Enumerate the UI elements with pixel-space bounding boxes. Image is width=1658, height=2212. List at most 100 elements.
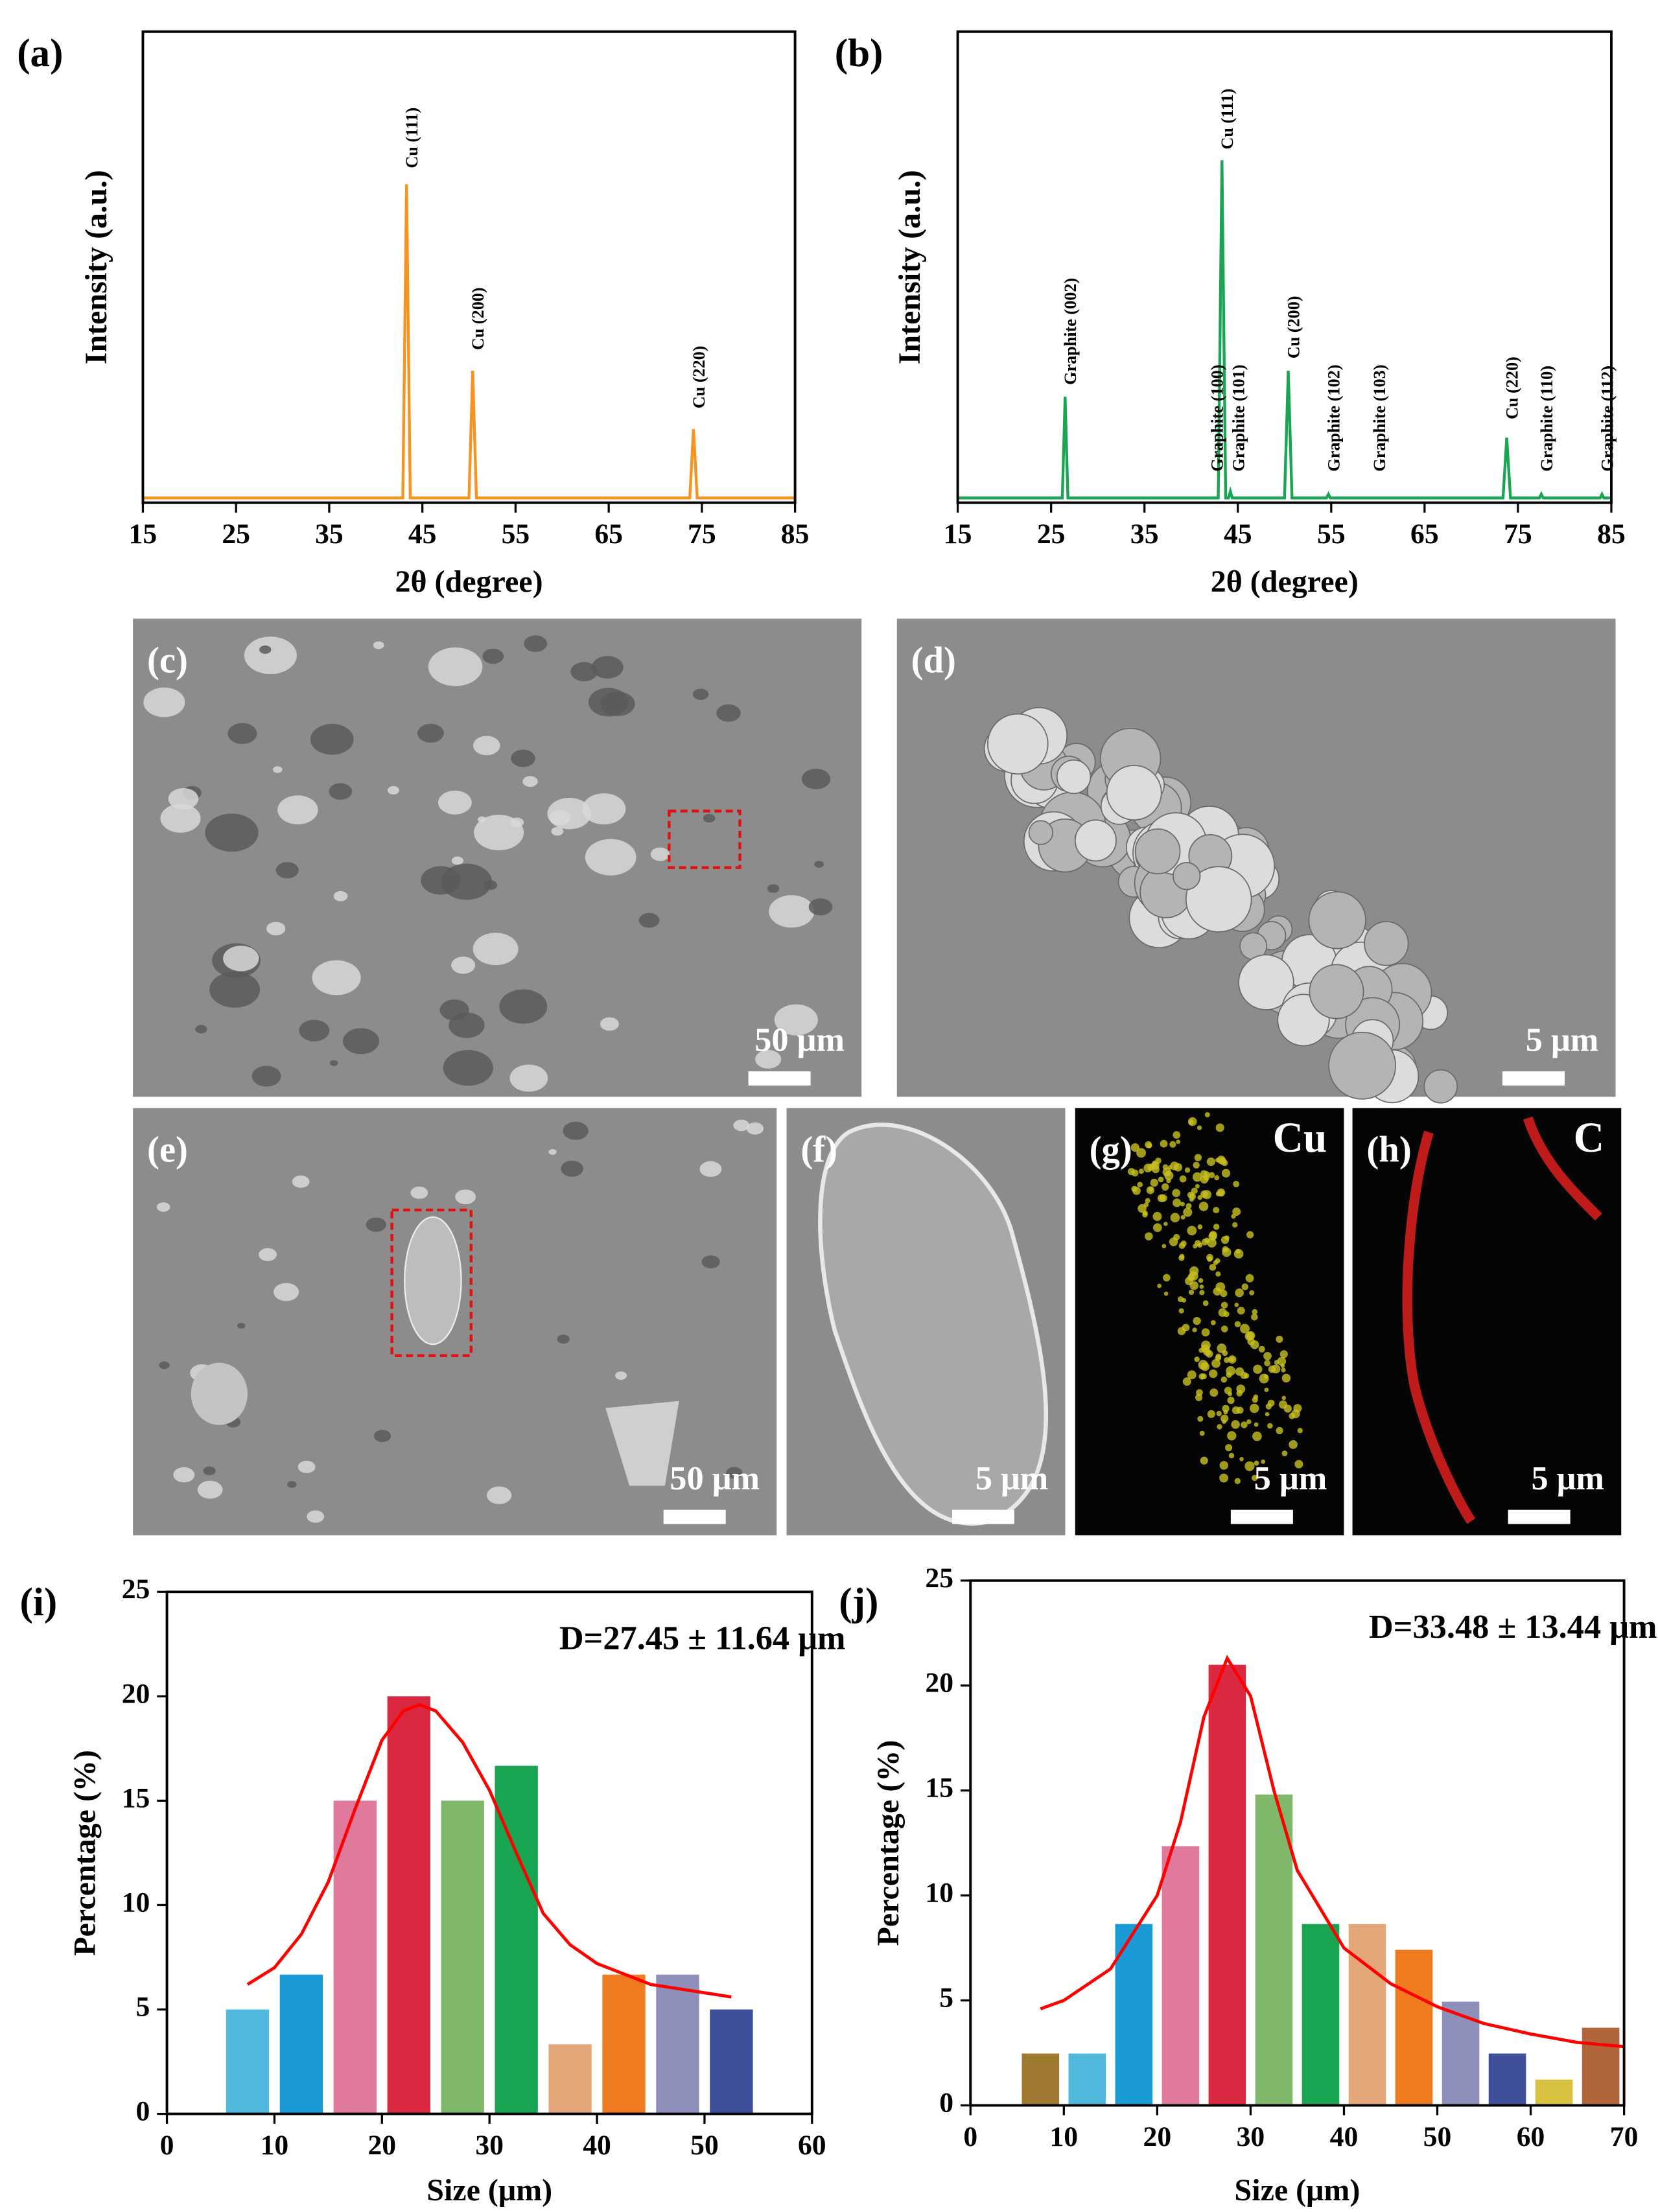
x-axis-title: Size (μm) (1235, 2173, 1360, 2207)
particle (1028, 820, 1054, 845)
histogram-bar (387, 1696, 430, 2114)
scale-label: 50 μm (754, 1021, 845, 1058)
histogram-bar (441, 1800, 484, 2114)
particle (591, 656, 624, 679)
particle (582, 793, 626, 825)
fit-curve (246, 1703, 732, 1999)
size-annotation: D=33.48 ± 13.44 μm (1369, 1608, 1657, 1646)
eds-dot (1227, 1431, 1237, 1441)
eds-dot (1194, 1154, 1202, 1161)
particle (774, 1004, 818, 1036)
particle (428, 647, 483, 686)
particle (251, 1065, 281, 1087)
particle (650, 847, 670, 861)
particle (451, 957, 476, 974)
eds-dot (1178, 1255, 1185, 1261)
particle (487, 1486, 512, 1504)
eds-dot (1289, 1440, 1298, 1449)
particle (329, 783, 353, 800)
histogram-bar (602, 1974, 646, 2114)
eds-dot (1283, 1404, 1292, 1413)
eds-dot (1213, 1224, 1220, 1230)
particle (600, 1017, 619, 1031)
scale-label: 5 μm (1526, 1021, 1599, 1058)
x-tick-label: 40 (583, 2130, 611, 2161)
eds-dot (1197, 1224, 1203, 1229)
particle (585, 839, 636, 876)
eds-dot (1241, 1283, 1249, 1290)
eds-dot (1276, 1335, 1283, 1343)
particle (692, 688, 709, 700)
image-background (133, 618, 862, 1097)
eds-dot (1210, 1320, 1216, 1325)
particle (767, 884, 780, 893)
x-tick-label: 65 (1410, 518, 1439, 550)
eds-dot (1264, 1388, 1269, 1392)
eds-dot (1197, 1415, 1204, 1422)
eds-dot (1215, 1158, 1220, 1163)
y-tick-label: 25 (925, 1563, 953, 1594)
eds-dot (1254, 1460, 1259, 1466)
panel-label: (i) (20, 1581, 58, 1624)
eds-dot (1187, 1370, 1197, 1380)
image-background (1352, 1108, 1622, 1535)
sem-image: (f) 5 μm (786, 1108, 1066, 1535)
eds-dot (1170, 1213, 1180, 1223)
eds-dot (1136, 1148, 1146, 1158)
particle (1364, 921, 1409, 966)
particle (987, 713, 1049, 775)
eds-dot (1228, 1452, 1235, 1459)
eds-dot (1220, 1236, 1230, 1244)
eds-dot (1279, 1350, 1288, 1358)
particle (292, 1175, 310, 1188)
histogram-bar (226, 2009, 270, 2114)
eds-dot (1281, 1368, 1286, 1373)
panel-label: (j) (839, 1581, 878, 1624)
particle (473, 933, 519, 966)
particle (1173, 861, 1201, 891)
particle (548, 1148, 557, 1155)
x-tick-label: 60 (1517, 2121, 1545, 2152)
particle (1134, 828, 1181, 875)
eds-dot (1294, 1460, 1303, 1469)
particle (638, 913, 660, 928)
eds-dot (1172, 1189, 1180, 1198)
eds-dot (1199, 1430, 1205, 1436)
eds-dot (1209, 1369, 1218, 1379)
highlight-box (668, 809, 741, 869)
particle (209, 972, 261, 1008)
plot-frame (165, 1590, 813, 2115)
particle (404, 1216, 462, 1345)
eds-dot (1163, 1291, 1169, 1296)
peak-label: Graphite (110) (1537, 366, 1556, 472)
eds-dot (1277, 1356, 1287, 1366)
x-tick-label: 40 (1330, 2121, 1359, 2152)
eds-dot (1204, 1112, 1210, 1118)
eds-dot (1192, 1327, 1197, 1333)
histogram-bar (495, 1765, 538, 2114)
eds-dot (1232, 1222, 1238, 1228)
histogram-bar (1582, 2027, 1620, 2106)
x-tick-label: 45 (1224, 518, 1252, 550)
particle (1238, 954, 1294, 1010)
eds-dot (1203, 1347, 1211, 1356)
particle (733, 1119, 750, 1132)
x-axis-title: 2θ (degree) (395, 565, 543, 599)
eds-dot (1174, 1163, 1183, 1172)
particle (366, 1217, 386, 1232)
eds-dot (1253, 1364, 1263, 1374)
histogram-bar (1488, 2053, 1526, 2106)
eds-dot (1234, 1478, 1241, 1484)
particle (342, 1028, 380, 1054)
eds-dot (1207, 1410, 1215, 1418)
eds-dot (1224, 1357, 1230, 1364)
eds-dot (1193, 1161, 1200, 1169)
histogram-bar (1208, 1664, 1246, 2106)
particle (274, 1283, 299, 1301)
eds-dot (1244, 1461, 1255, 1471)
eds-dot (1265, 1412, 1270, 1417)
eds-dot (1183, 1207, 1193, 1217)
eds-dot (1180, 1215, 1185, 1220)
particle (223, 946, 259, 972)
particle (160, 804, 201, 833)
